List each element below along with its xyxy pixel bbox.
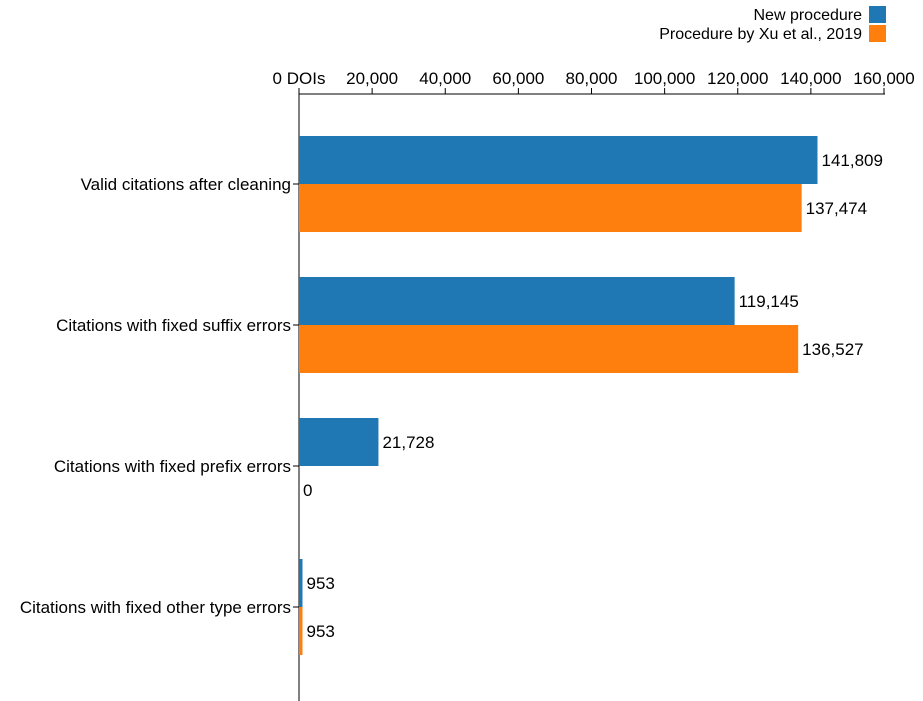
bar xyxy=(299,184,802,232)
bar-value-label: 136,527 xyxy=(802,340,863,359)
legend-swatch xyxy=(869,25,886,42)
category-label: Citations with fixed suffix errors xyxy=(56,316,291,335)
bar xyxy=(299,559,303,607)
bar-value-label: 0 xyxy=(303,481,312,500)
bar-value-label: 953 xyxy=(306,622,334,641)
bar-value-label: 953 xyxy=(306,574,334,593)
bar-value-label: 141,809 xyxy=(821,151,882,170)
bar xyxy=(299,418,379,466)
bar-value-label: 21,728 xyxy=(382,433,434,452)
x-tick-label: 20,000 xyxy=(346,69,398,88)
x-tick-label: 80,000 xyxy=(566,69,618,88)
category-label: Citations with fixed other type errors xyxy=(20,598,291,617)
category-label: Citations with fixed prefix errors xyxy=(54,457,291,476)
x-tick-label: 100,000 xyxy=(634,69,695,88)
x-tick-label: 140,000 xyxy=(780,69,841,88)
x-tick-label: 40,000 xyxy=(419,69,471,88)
legend-label: Procedure by Xu et al., 2019 xyxy=(659,26,862,43)
x-tick-label: 60,000 xyxy=(492,69,544,88)
bar xyxy=(299,325,799,373)
category-label: Valid citations after cleaning xyxy=(81,175,291,194)
x-axis: 0 DOIs 20,000 40,000 60,000 80,000 100,000 120… xyxy=(273,69,915,95)
legend: New procedure Procedure by Xu et al., 201… xyxy=(659,6,886,43)
x-tick-label: 160,000 xyxy=(853,69,914,88)
bar-value-label: 119,145 xyxy=(739,292,799,311)
bars: 141,809 137,474 119,145 136,527 21,728 0 953 95… xyxy=(299,136,883,655)
bar xyxy=(299,607,303,655)
category-axis: Valid citations after cleaning Citations … xyxy=(20,94,300,701)
bar xyxy=(299,136,818,184)
x-tick-label: 120,000 xyxy=(707,69,768,88)
legend-label: New procedure xyxy=(754,7,863,24)
legend-swatch xyxy=(869,6,886,23)
bar-value-label: 137,474 xyxy=(806,199,867,218)
bar xyxy=(299,277,735,325)
x-tick-label: 0 DOIs xyxy=(273,69,326,88)
